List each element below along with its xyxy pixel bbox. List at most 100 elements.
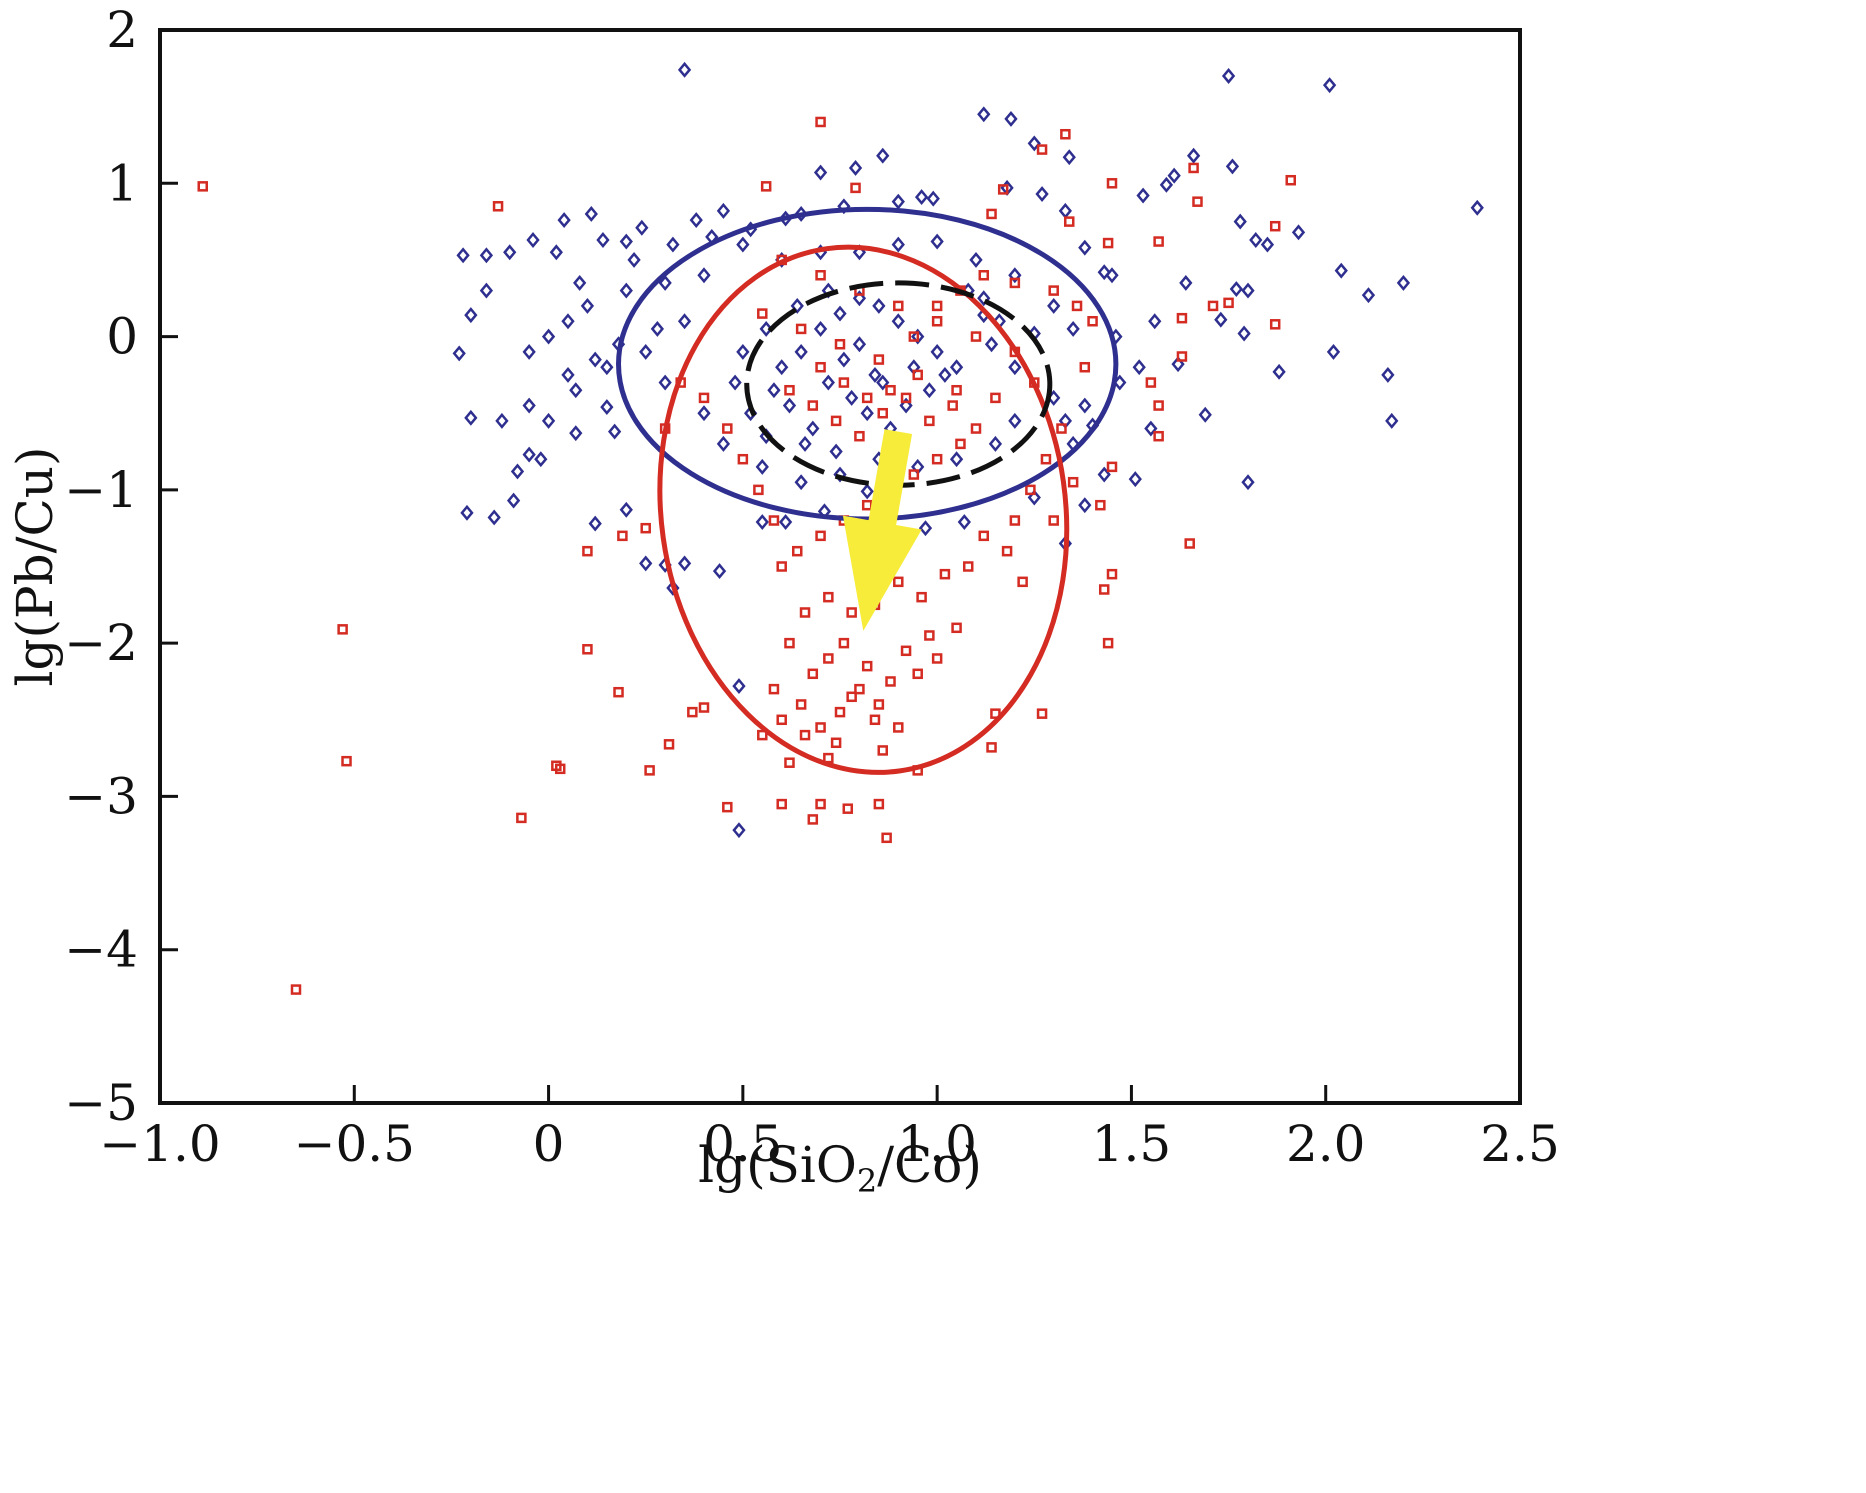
data-point-diamond [1132,359,1146,376]
data-point-diamond [522,343,536,360]
data-point-diamond [1334,262,1348,279]
data-point-diamond [627,251,641,268]
data-point-diamond [526,232,540,248]
data-point-square [838,637,850,649]
data-point-square [846,607,857,618]
data-point-diamond [697,267,711,284]
data-point-square [722,801,733,813]
data-point-diamond [1066,320,1080,337]
data-point-square [931,315,943,327]
data-point-diamond [1035,186,1049,202]
x-tick-label: 1.0 [897,1115,977,1173]
data-point-square [846,691,857,703]
data-point-diamond [716,202,731,219]
data-point-square [698,702,710,713]
data-point-square [807,814,819,825]
data-point-diamond [848,160,863,176]
data-point-diamond [1241,474,1255,491]
y-tick-label: −5 [64,1074,138,1132]
data-point-square [1145,377,1157,388]
data-point-diamond [1237,325,1251,342]
data-point-square [757,729,768,741]
data-point-square [1036,708,1048,719]
data-point-square [784,384,795,396]
data-point-diamond [922,382,936,399]
data-point-diamond [1078,397,1092,414]
data-point-diamond [561,313,575,330]
data-point-square [854,430,865,442]
data-point-square [1056,423,1067,434]
y-tick-label: −3 [64,767,138,825]
data-point-square [776,798,787,810]
data-point-square [617,530,628,542]
data-point-square [885,676,896,687]
data-point-square [815,530,826,542]
data-point-square [613,686,624,698]
data-point-square [873,798,885,810]
data-point-square [1098,584,1110,595]
data-point-square [757,308,768,319]
data-point-diamond [949,451,964,468]
data-point-diamond [522,397,536,414]
data-point-diamond [588,351,602,368]
data-point-square [737,453,749,465]
data-point-square [912,369,923,381]
data-point-square [931,453,943,465]
data-point-square [893,576,904,588]
data-point-diamond [755,514,769,530]
data-point-square [916,591,927,603]
data-point-square [768,683,780,695]
data-point-square [516,812,527,824]
data-point-diamond [580,297,595,314]
data-point-diamond [541,328,556,345]
data-point-square [951,384,962,396]
x-tick-label: 2.5 [1480,1115,1560,1173]
data-point-square [799,607,811,618]
data-point-square [799,729,811,741]
data-point-square [815,270,826,281]
data-point-square [760,181,772,192]
data-point-square [1071,300,1083,312]
data-point-diamond [619,282,633,299]
data-point-diamond [736,236,750,253]
data-point-diamond [860,483,874,500]
data-point-diamond [600,359,614,376]
data-point-square [1079,361,1091,373]
data-point-diamond [977,290,991,307]
data-point-diamond [1396,274,1411,291]
data-point-square [978,530,990,542]
data-point-square [815,116,826,128]
data-point-square [197,181,208,192]
data-point-square [807,668,819,680]
data-point-diamond [1385,412,1399,429]
x-tick-label: 0 [533,1115,565,1173]
data-point-square [834,338,846,350]
data-point-diamond [852,336,867,353]
data-point-diamond [918,520,933,537]
data-point-square [893,300,904,312]
data-point-diamond [506,492,521,509]
data-point-square [830,415,842,427]
data-point-diamond [1470,199,1484,216]
data-point-square [698,392,710,404]
data-point-diamond [569,425,583,442]
data-point-square [768,515,780,526]
data-point-diamond [658,374,672,391]
data-point-diamond [619,233,633,250]
trend-arrow [842,429,922,631]
data-point-square [815,798,826,810]
data-point-diamond [658,274,672,291]
data-point-diamond [759,320,773,337]
data-point-diamond [596,232,610,248]
data-point-diamond [988,435,1003,452]
data-point-square [924,630,935,641]
data-point-square [877,407,888,419]
data-point-square [978,270,990,281]
data-point-square [1087,315,1098,327]
data-point-square [290,984,302,995]
data-point-diamond [1221,68,1236,84]
data-point-square [951,622,962,634]
x-tick-label: −0.5 [294,1115,415,1173]
data-point-square [931,300,943,312]
data-point-diamond [876,374,890,391]
